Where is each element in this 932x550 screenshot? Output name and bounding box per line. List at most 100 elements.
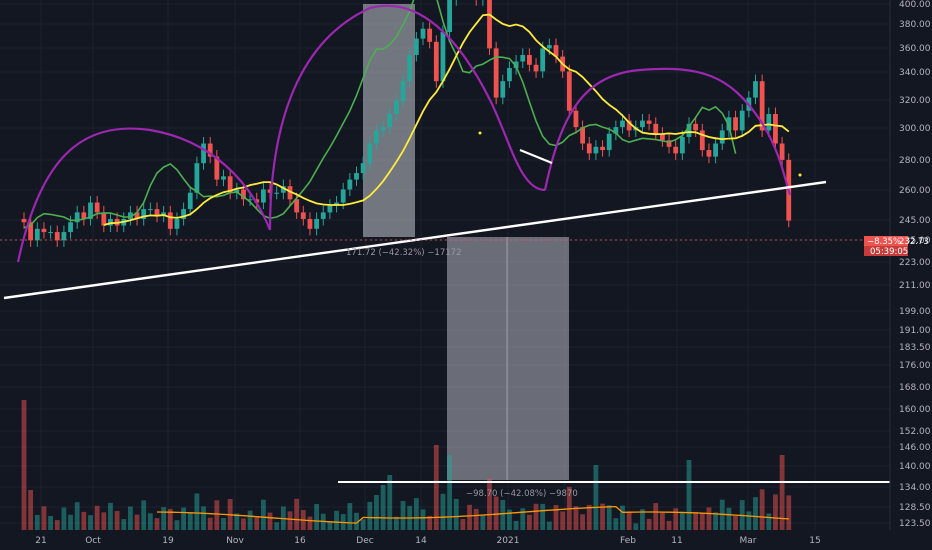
candle-body-4 — [48, 232, 53, 234]
candle-body-78 — [540, 48, 546, 72]
candle-body-26 — [194, 163, 200, 193]
candle-body-112 — [766, 114, 772, 131]
candle-body-79 — [546, 45, 552, 49]
candle-body-111 — [759, 81, 765, 131]
volume-bar-6 — [61, 507, 67, 530]
candle-body-7 — [68, 222, 73, 233]
candle-body-59 — [413, 38, 419, 55]
price-tick-15: 176.00 — [899, 361, 931, 371]
volume-bar-75 — [520, 508, 526, 530]
candle-body-77 — [533, 64, 539, 72]
volume-bar-64 — [447, 455, 452, 530]
candle-body-97 — [666, 140, 672, 147]
candle-body-8 — [74, 212, 80, 223]
volume-bar-14 — [114, 511, 120, 530]
purple-arc-2 — [543, 67, 792, 196]
volume-bar-62 — [433, 445, 439, 530]
candle-body-87 — [600, 146, 605, 151]
candle-body-20 — [154, 209, 160, 216]
upper-range-annotation: 171.72 (−42.32%) −17172 — [346, 248, 461, 258]
candle-body-107 — [733, 117, 738, 131]
volume-bar-8 — [74, 502, 80, 530]
candle-body-36 — [261, 189, 266, 203]
volume-bar-83 — [573, 506, 579, 530]
volume-bar-55 — [387, 475, 393, 530]
volume-bar-22 — [167, 508, 173, 530]
candle-body-23 — [174, 218, 180, 229]
candle-body-18 — [141, 209, 147, 219]
candle-body-28 — [207, 143, 213, 157]
price-tick-14: 183.50 — [899, 343, 931, 353]
volume-bar-53 — [374, 495, 379, 530]
volume-bar-66 — [460, 519, 466, 530]
candle-body-12 — [101, 212, 107, 226]
candle-body-41 — [294, 199, 300, 213]
volume-bar-114 — [779, 455, 785, 530]
volume-bar-35 — [254, 517, 260, 530]
time-tick-0: 21 — [35, 536, 46, 546]
volume-bar-10 — [88, 515, 93, 530]
candle-body-56 — [394, 100, 399, 114]
time-tick-10: 11 — [671, 536, 682, 546]
volume-bar-36 — [261, 499, 266, 530]
candle-body-94 — [646, 120, 652, 124]
ma-fast-line — [23, 0, 737, 229]
volume-bar-73 — [507, 509, 512, 530]
candle-body-9 — [81, 212, 87, 219]
volume-bar-77 — [533, 503, 539, 530]
volume-bar-67 — [467, 504, 472, 530]
candle-body-16 — [128, 212, 133, 219]
candle-body-2 — [34, 228, 40, 241]
price-tick-12: 199.00 — [899, 307, 931, 317]
candle-body-72 — [500, 81, 506, 98]
volume-bar-41 — [294, 498, 300, 530]
candle-body-99 — [679, 136, 685, 154]
volume-bar-84 — [580, 514, 585, 530]
candle-body-50 — [354, 173, 359, 180]
volume-bar-107 — [733, 515, 738, 530]
candle-body-21 — [161, 212, 167, 216]
candle-body-19 — [147, 209, 153, 211]
candle-body-24 — [181, 209, 186, 219]
purple-arc-1 — [268, 4, 546, 231]
price-tick-22: 128.50 — [899, 503, 931, 513]
time-tick-2: 19 — [162, 536, 174, 546]
candle-body-43 — [307, 218, 313, 229]
volume-bar-9 — [81, 511, 87, 530]
candle-body-96 — [660, 133, 665, 141]
volume-bar-115 — [786, 495, 792, 530]
candle-body-80 — [553, 45, 559, 57]
time-tick-3: Nov — [226, 536, 244, 546]
volume-bar-70 — [487, 478, 492, 530]
candle-body-91 — [626, 120, 632, 131]
volume-bar-54 — [380, 485, 386, 530]
volume-bar-100 — [686, 460, 692, 530]
time-tick-7: 2021 — [497, 536, 520, 546]
shade-lower — [447, 237, 569, 480]
candle-body-86 — [593, 146, 599, 154]
candle-body-35 — [254, 199, 260, 203]
candle-body-39 — [280, 186, 286, 193]
candle-body-88 — [606, 133, 612, 151]
candle-body-30 — [221, 176, 226, 180]
candle-body-75 — [520, 54, 526, 62]
price-tick-8: 245.00 — [899, 216, 931, 226]
volume-bar-65 — [453, 498, 459, 530]
price-tick-1: 380.00 — [899, 20, 931, 30]
volume-bar-19 — [147, 513, 153, 530]
candle-body-29 — [214, 156, 220, 180]
time-tick-11: Mar — [740, 536, 757, 546]
candle-body-62 — [433, 41, 439, 82]
candle-body-37 — [267, 189, 273, 193]
candle-body-52 — [367, 143, 373, 164]
volume-bar-43 — [307, 516, 313, 530]
time-tick-4: 16 — [294, 536, 306, 546]
candle-body-101 — [693, 123, 699, 131]
volume-bar-32 — [234, 513, 240, 530]
time-tick-5: Dec — [356, 536, 373, 546]
short-trendline — [519, 148, 553, 165]
candle-body-104 — [713, 143, 718, 157]
volume-bar-91 — [626, 512, 632, 530]
candle-body-73 — [507, 68, 512, 82]
